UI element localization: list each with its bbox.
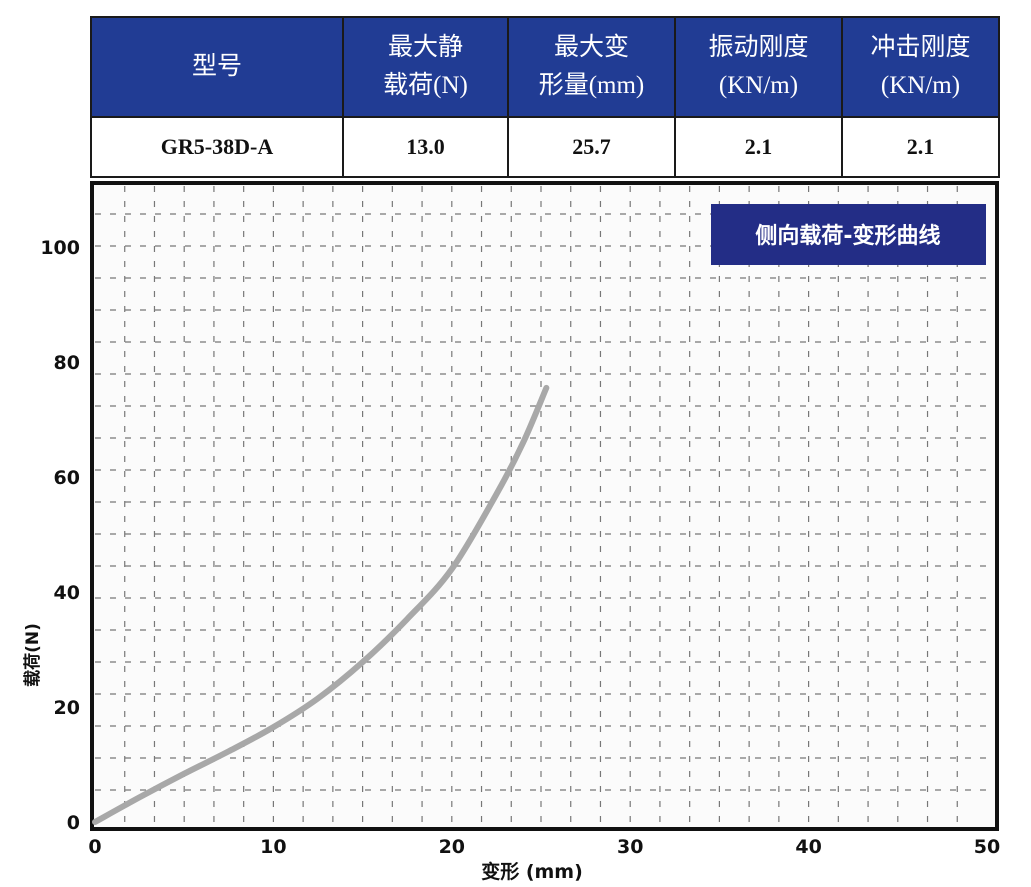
cell-max-deformation: 25.7 <box>507 116 676 178</box>
header-max-static-load: 最大静载荷(N) <box>342 16 509 118</box>
cell-model: GR5-38D-A <box>90 116 344 178</box>
spec-table-row: GR5-38D-A 13.0 25.7 2.1 2.1 <box>90 116 1000 178</box>
y-axis-label: 载荷(N) <box>22 623 43 687</box>
y-tick-label: 20 <box>54 697 80 719</box>
x-tick-label: 10 <box>260 836 286 858</box>
y-tick-label: 80 <box>54 352 80 374</box>
grid <box>95 186 994 826</box>
y-tick-label: 100 <box>40 237 80 259</box>
header-max-deformation: 最大变形量(mm) <box>507 16 676 118</box>
tick-labels: 0 10 20 30 40 50 0 20 40 60 80 100 <box>40 237 1000 858</box>
header-text: (KN/m) <box>880 72 961 99</box>
cell-vibration-stiffness: 2.1 <box>674 116 843 178</box>
chart-title: 侧向载荷-变形曲线 <box>755 223 940 249</box>
x-axis-label: 变形 (mm) <box>481 860 583 883</box>
y-tick-label: 0 <box>67 812 80 834</box>
x-tick-label: 50 <box>974 836 1000 858</box>
header-model: 型号 <box>90 16 344 118</box>
y-tick-label: 60 <box>54 467 80 489</box>
header-shock-stiffness: 冲击刚度 (KN/m) <box>841 16 1000 118</box>
header-text: 形量(mm) <box>538 72 645 99</box>
header-text: 振动刚度 <box>708 34 809 61</box>
x-tick-label: 20 <box>439 836 465 858</box>
cell-shock-stiffness: 2.1 <box>841 116 1000 178</box>
header-vibration-stiffness: 振动刚度 (KN/m) <box>674 16 843 118</box>
header-text: 最大静 <box>387 34 463 61</box>
header-text: 最大变 <box>553 34 629 61</box>
x-tick-label: 30 <box>617 836 643 858</box>
header-text: 冲击刚度 <box>870 34 971 61</box>
x-tick-label: 0 <box>88 836 101 858</box>
plot-frame <box>90 181 999 831</box>
header-text: 型号 <box>191 53 242 80</box>
x-tick-label: 40 <box>795 836 821 858</box>
cell-max-static-load: 13.0 <box>342 116 509 178</box>
spec-table: 型号 最大静载荷(N) 最大变形量(mm) 振动刚度 (KN/m) 冲击刚度 (KN… <box>90 16 1000 178</box>
y-tick-label: 40 <box>54 582 80 604</box>
spec-table-header-row: 型号 最大静载荷(N) 最大变形量(mm) 振动刚度 (KN/m) 冲击刚度 (KN… <box>90 16 1000 118</box>
series-line <box>92 384 550 825</box>
chart-title-box <box>711 204 986 265</box>
header-text: (KN/m) <box>718 72 799 99</box>
header-text: 载荷(N) <box>383 72 468 99</box>
